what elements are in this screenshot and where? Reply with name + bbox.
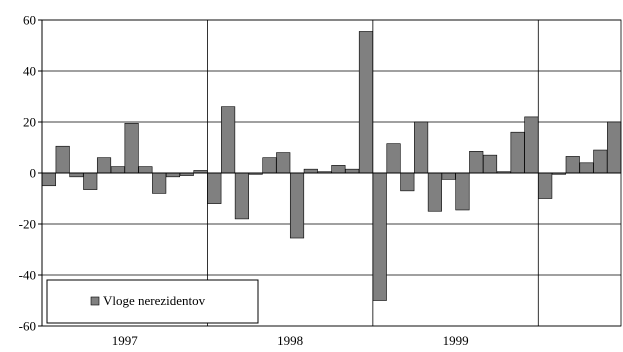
legend-swatch (90, 296, 100, 306)
bar-5 (110, 166, 125, 174)
bar-23 (358, 31, 374, 174)
legend: Vloge nerezidentov (46, 279, 259, 324)
y-tick-label-2: 20 (23, 115, 36, 130)
legend-label: Vloge nerezidentov (103, 293, 206, 308)
bar-41 (607, 121, 622, 174)
bar-19 (303, 168, 318, 174)
bar-28 (427, 172, 442, 212)
y-tick-label-4: -20 (19, 217, 36, 232)
bar-31 (469, 151, 484, 174)
bar-6 (124, 122, 139, 174)
year-label-1999: 1999 (443, 333, 469, 348)
bar-25 (386, 143, 401, 174)
bar-24 (372, 172, 387, 301)
bars (41, 31, 622, 301)
bar-18 (289, 172, 305, 239)
axes (38, 19, 622, 327)
bar-16 (262, 157, 277, 174)
bar-13 (221, 106, 236, 174)
bar-2 (69, 172, 84, 178)
bar-36 (538, 172, 553, 199)
bar-1 (55, 145, 70, 174)
bar-9 (165, 172, 181, 178)
y-tick-label-5: -40 (19, 268, 36, 283)
bar-22 (345, 168, 360, 174)
bar-34 (510, 131, 525, 174)
y-tick-label-6: -60 (19, 319, 36, 334)
y-tick-label-3: 0 (30, 166, 37, 181)
bar-40 (593, 149, 608, 174)
bar-14 (234, 172, 249, 220)
bar-30 (455, 172, 470, 211)
year-label-1998: 1998 (277, 333, 303, 348)
bar-39 (579, 162, 594, 174)
bar-27 (414, 121, 429, 174)
y-tick-label-1: 40 (23, 64, 36, 79)
bar-0 (41, 172, 56, 187)
bar-32 (482, 154, 498, 174)
bar-8 (152, 172, 167, 194)
bar-12 (207, 172, 222, 204)
bar-17 (276, 152, 291, 174)
bar-38 (565, 156, 580, 174)
y-tick-label-0: 60 (23, 13, 36, 28)
y-tick-labels: 60 40 20 0 -20 -40 -60 (19, 13, 36, 334)
bar-21 (331, 165, 346, 174)
bar-3 (83, 172, 98, 190)
bar-35 (524, 116, 539, 174)
year-label-1997: 1997 (112, 333, 139, 348)
bar-7 (138, 166, 153, 174)
legend-box (46, 279, 259, 324)
year-labels: 1997 1998 1999 (112, 333, 469, 348)
bar-26 (400, 172, 415, 192)
bar-4 (96, 157, 112, 174)
bar-29 (441, 172, 456, 180)
